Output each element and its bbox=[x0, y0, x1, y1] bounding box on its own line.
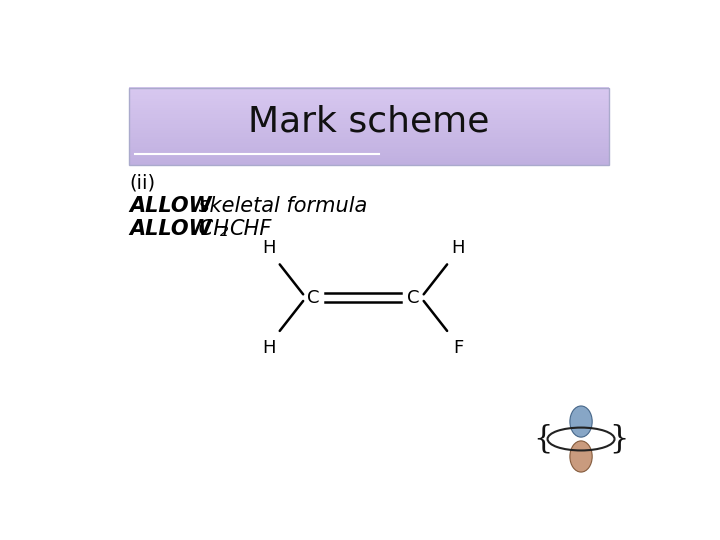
Bar bbox=[129, 133, 609, 136]
Bar bbox=[129, 106, 609, 109]
Bar bbox=[129, 130, 609, 132]
Text: (ii): (ii) bbox=[129, 174, 156, 193]
Bar bbox=[129, 127, 609, 130]
Bar bbox=[129, 131, 609, 134]
Bar bbox=[129, 145, 609, 147]
Text: skeletal formula: skeletal formula bbox=[192, 196, 366, 216]
Bar bbox=[129, 143, 609, 145]
Text: }: } bbox=[609, 423, 629, 455]
Bar bbox=[129, 136, 609, 138]
Text: F: F bbox=[453, 339, 464, 356]
Bar bbox=[129, 120, 609, 122]
Bar bbox=[129, 153, 609, 155]
Text: ALLOW: ALLOW bbox=[129, 219, 212, 239]
Ellipse shape bbox=[570, 406, 592, 437]
Bar bbox=[129, 160, 609, 163]
Ellipse shape bbox=[570, 441, 592, 472]
Bar bbox=[129, 137, 609, 140]
Text: H: H bbox=[262, 239, 275, 256]
Text: CH: CH bbox=[192, 219, 228, 239]
Text: H: H bbox=[451, 239, 465, 256]
Bar bbox=[129, 97, 609, 99]
Bar bbox=[129, 157, 609, 159]
Bar bbox=[129, 124, 609, 126]
Bar bbox=[129, 141, 609, 144]
Bar bbox=[129, 87, 609, 90]
Bar bbox=[129, 147, 609, 149]
Bar bbox=[129, 126, 609, 128]
Bar bbox=[129, 151, 609, 153]
Bar bbox=[129, 112, 609, 114]
Bar bbox=[129, 101, 609, 103]
Bar bbox=[129, 149, 609, 151]
Bar bbox=[129, 99, 609, 101]
Bar bbox=[129, 114, 609, 117]
Bar bbox=[129, 95, 609, 97]
Text: {: { bbox=[534, 423, 553, 455]
Text: 2: 2 bbox=[220, 225, 228, 239]
Text: C: C bbox=[307, 289, 320, 307]
Text: CHF: CHF bbox=[230, 219, 272, 239]
Bar bbox=[129, 139, 609, 141]
Bar bbox=[129, 103, 609, 105]
Bar bbox=[129, 109, 609, 111]
Bar bbox=[129, 154, 609, 157]
Text: Mark scheme: Mark scheme bbox=[248, 105, 490, 139]
Bar bbox=[129, 105, 609, 107]
Bar bbox=[129, 122, 609, 124]
Bar bbox=[129, 91, 609, 93]
Text: ALLOW: ALLOW bbox=[129, 196, 212, 216]
Text: H: H bbox=[262, 339, 275, 356]
Bar bbox=[129, 110, 609, 113]
Bar bbox=[129, 116, 609, 118]
Bar bbox=[129, 158, 609, 161]
Bar bbox=[129, 118, 609, 120]
Bar bbox=[129, 93, 609, 96]
Bar bbox=[129, 162, 609, 165]
Text: C: C bbox=[408, 289, 420, 307]
Bar bbox=[129, 89, 609, 91]
